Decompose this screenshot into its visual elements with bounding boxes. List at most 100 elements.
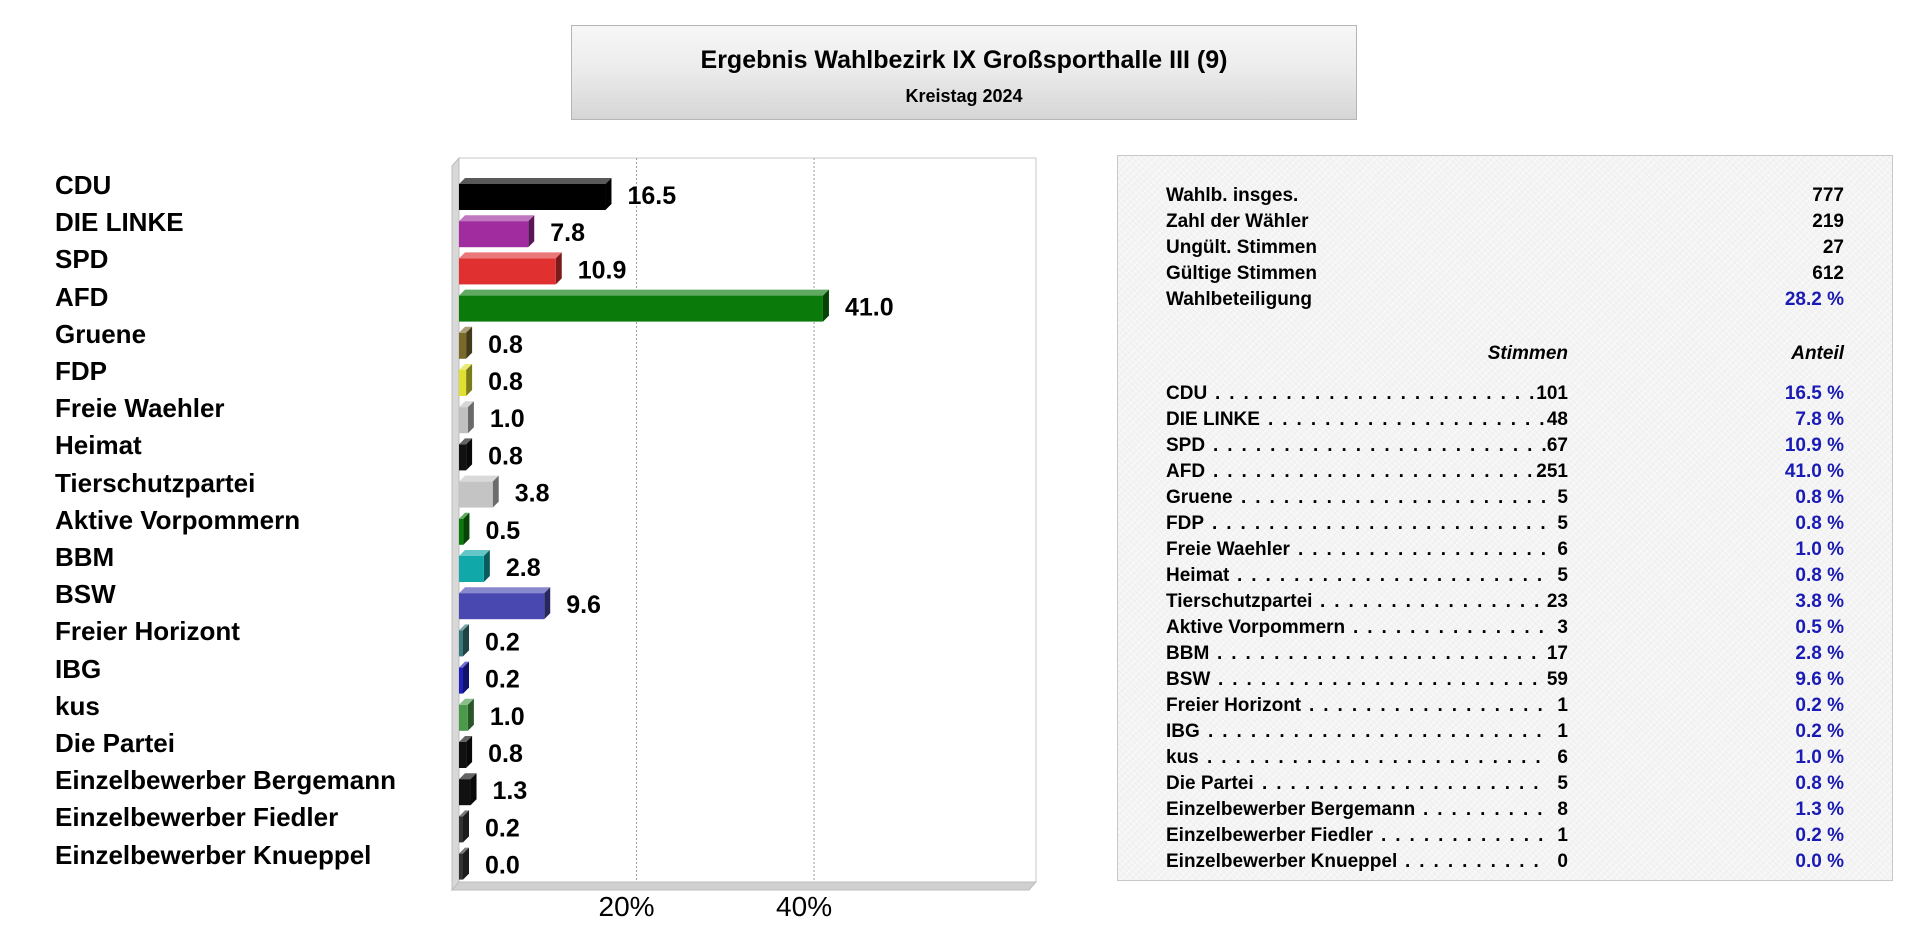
dot-leader: ........................................…	[1217, 643, 1546, 664]
bar-top-face	[459, 736, 473, 742]
party-label: AFD	[55, 281, 109, 312]
party-name: Tierschutzpartei	[1166, 591, 1313, 612]
party-row: Die Partei..............................…	[1166, 771, 1844, 797]
summary-row: Gültige Stimmen 612	[1166, 261, 1844, 287]
bar	[459, 258, 556, 285]
dot-leader: ..................	[1405, 851, 1546, 872]
dot-leader: ........................................…	[1213, 435, 1546, 456]
party-label: Freier Horizont	[55, 616, 240, 647]
bar	[459, 221, 529, 248]
bar-top-face	[459, 661, 469, 668]
party-row: IBG.....................................…	[1166, 719, 1844, 745]
party-label: Heimat	[55, 430, 142, 461]
bar-value-label: 0.0	[485, 852, 520, 880]
dot-leader: ....................................	[1262, 773, 1546, 794]
party-name: DIE LINKE	[1166, 409, 1260, 430]
bar	[459, 630, 463, 657]
party-share: 0.2 %	[1795, 721, 1844, 742]
bar-top-face	[459, 364, 473, 370]
party-label: Gruene	[55, 318, 147, 349]
dot-leader: .......................................	[1241, 487, 1546, 508]
party-row: Aktive Vorpommern.......................…	[1166, 615, 1844, 641]
party-votes: 6	[1557, 539, 1568, 560]
party-votes: 1	[1557, 825, 1568, 846]
party-share: 41.0 %	[1784, 461, 1844, 482]
party-share: 3.8 %	[1795, 591, 1844, 612]
dot-leader: ........................................…	[1213, 461, 1546, 482]
bar-top-face	[459, 401, 474, 408]
bar-side-face	[463, 661, 469, 694]
party-share: 1.0 %	[1795, 747, 1844, 768]
party-label: Einzelbewerber Fiedler	[55, 802, 339, 833]
bar-top-face	[459, 773, 477, 780]
bar	[459, 667, 463, 694]
party-label: SPD	[55, 244, 109, 275]
party-name: BBM	[1166, 643, 1210, 664]
party-name: Freier Horizont	[1166, 695, 1302, 716]
bar-side-face	[822, 289, 829, 322]
bar-value-label: 16.5	[627, 182, 676, 210]
party-share: 0.2 %	[1795, 825, 1844, 846]
party-label: Einzelbewerber Knueppel	[55, 839, 372, 870]
summary-value: 219	[1812, 211, 1844, 232]
bar-top-face	[459, 550, 490, 556]
party-row: CDU.....................................…	[1166, 381, 1844, 407]
party-row: AFD.....................................…	[1166, 459, 1844, 485]
dot-leader: ........................................…	[1218, 669, 1546, 690]
bar-side-face	[605, 178, 612, 210]
party-votes: 17	[1546, 643, 1568, 664]
plot-left-wall	[451, 156, 460, 892]
party-share: 1.0 %	[1795, 539, 1844, 560]
bar-side-face	[466, 438, 473, 471]
bar-value-label: 0.8	[488, 442, 523, 470]
bar-side-face	[555, 252, 562, 285]
chart-title: Ergebnis Wahlbezirk IX Großsporthalle II…	[700, 46, 1228, 74]
bar-value-label: 7.8	[550, 219, 585, 247]
party-name: Einzelbewerber Bergemann	[1166, 799, 1416, 820]
bar	[459, 481, 493, 508]
summary-row: Wahlb. insges. 777	[1166, 183, 1844, 209]
bar-side-face	[467, 698, 474, 731]
party-name: kus	[1166, 747, 1199, 768]
bar-side-face	[466, 364, 473, 396]
bar-top-face	[459, 289, 829, 296]
chart-title-box: Ergebnis Wahlbezirk IX Großsporthalle II…	[571, 25, 1357, 120]
party-row: Heimat..................................…	[1166, 563, 1844, 589]
bar-side-face	[492, 475, 499, 508]
summary-row: Zahl der Wähler 219	[1166, 209, 1844, 235]
party-label: Die Partei	[55, 728, 175, 758]
summary-label: Wahlb. insges.	[1166, 185, 1299, 206]
party-votes: 67	[1546, 435, 1568, 456]
bar	[459, 518, 464, 545]
bar-top-face	[459, 698, 474, 705]
bar-side-face	[483, 550, 490, 582]
party-label: CDU	[55, 170, 112, 200]
party-votes: 5	[1557, 773, 1568, 794]
bar	[459, 816, 463, 843]
bar-value-label: 2.8	[506, 554, 541, 582]
party-votes: 1	[1557, 721, 1568, 742]
x-tick-label: 20%	[599, 891, 655, 922]
bar-top-face	[459, 810, 469, 817]
party-votes: 48	[1546, 409, 1568, 430]
column-headers: Stimmen Anteil	[1166, 341, 1844, 367]
share-column-header: Anteil	[1791, 343, 1844, 364]
bar	[459, 444, 467, 471]
dot-leader: ...............................	[1298, 539, 1546, 560]
party-share: 10.9 %	[1784, 435, 1844, 456]
party-votes: 5	[1557, 565, 1568, 586]
bar	[459, 370, 467, 396]
party-label: Einzelbewerber Bergemann	[55, 765, 396, 796]
plot-floor	[450, 881, 1038, 891]
party-row: Einzelbewerber Bergemann................…	[1166, 797, 1844, 823]
party-row: Einzelbewerber Knueppel.................…	[1166, 849, 1844, 875]
party-share: 7.8 %	[1795, 409, 1844, 430]
bar-value-label: 41.0	[845, 294, 894, 322]
bar-side-face	[463, 810, 469, 843]
dot-leader: ........................................…	[1212, 513, 1546, 534]
bar	[459, 704, 468, 731]
party-row: DIE LINKE...............................…	[1166, 407, 1844, 433]
bar-side-face	[467, 401, 474, 434]
party-label: BSW	[55, 579, 116, 610]
party-votes: 59	[1546, 669, 1568, 690]
